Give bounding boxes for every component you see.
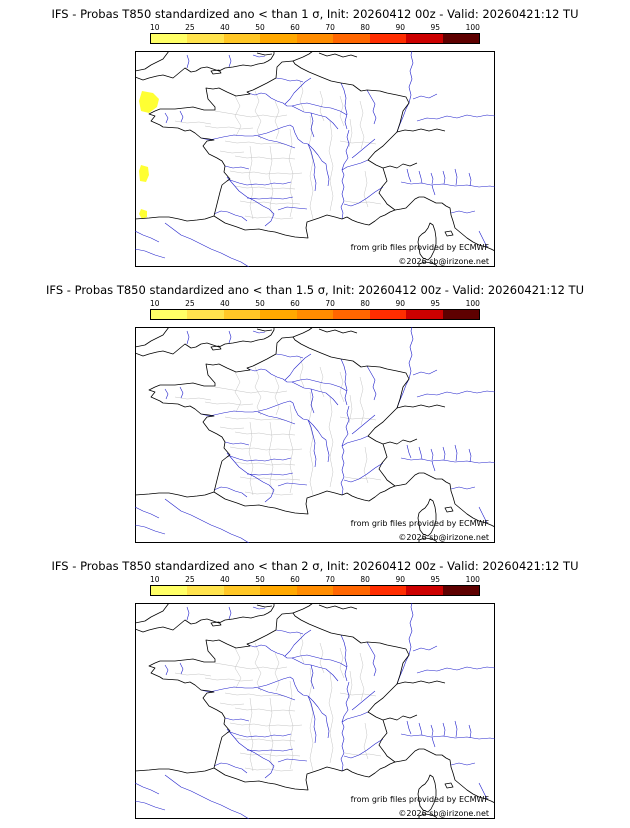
data-credit: from grib files provided by ECMWF bbox=[350, 243, 489, 252]
colorbar-cell bbox=[296, 310, 334, 319]
probability-patches bbox=[139, 91, 159, 219]
colorbar-tick-label: 95 bbox=[430, 299, 441, 308]
colorbar-tick-label: 100 bbox=[465, 575, 480, 584]
colorbar-cell bbox=[187, 310, 224, 319]
colorbar-tick-label: 90 bbox=[395, 575, 405, 584]
colorbar-cell bbox=[260, 586, 297, 595]
colorbar-ticks: 10 25 40 50 60 70 80 90 95 100 bbox=[150, 576, 480, 585]
map-svg bbox=[135, 327, 495, 543]
colorbar-tick-label: 60 bbox=[290, 575, 300, 584]
colorbar-cell bbox=[223, 34, 261, 43]
colorbar-tick-label: 70 bbox=[325, 23, 335, 32]
colorbar-tick-label: 100 bbox=[465, 23, 480, 32]
copyright: ©2026 sb@irizone.net bbox=[398, 533, 489, 542]
forecast-panel-3: IFS - Probas T850 standardized ano < tha… bbox=[0, 552, 630, 828]
colorbar-tick-label: 25 bbox=[185, 299, 195, 308]
colorbar-tick-label: 40 bbox=[220, 575, 230, 584]
colorbar-cell bbox=[406, 34, 443, 43]
colorbar-cell bbox=[223, 310, 261, 319]
colorbar-cell bbox=[151, 310, 188, 319]
copyright: ©2026 sb@irizone.net bbox=[398, 809, 489, 818]
colorbar-cell bbox=[369, 310, 407, 319]
colorbar-tick-label: 50 bbox=[255, 299, 265, 308]
colorbar-tick-label: 70 bbox=[325, 575, 335, 584]
colorbar-cells bbox=[150, 585, 480, 596]
colorbar-tick-label: 10 bbox=[150, 23, 160, 32]
colorbar-cell bbox=[369, 34, 407, 43]
colorbar-ticks: 10 25 40 50 60 70 80 90 95 100 bbox=[150, 300, 480, 309]
forecast-panel-1: IFS - Probas T850 standardized ano < tha… bbox=[0, 0, 630, 276]
colorbar-tick-label: 80 bbox=[360, 23, 370, 32]
copyright: ©2026 sb@irizone.net bbox=[398, 257, 489, 266]
colorbar-tick-label: 80 bbox=[360, 299, 370, 308]
colorbar-cell bbox=[187, 586, 224, 595]
colorbar-tick-label: 95 bbox=[430, 575, 441, 584]
colorbar-tick-label: 25 bbox=[185, 575, 195, 584]
colorbar-cell bbox=[223, 586, 261, 595]
map-svg bbox=[135, 51, 495, 267]
colorbar-cell bbox=[333, 586, 370, 595]
colorbar-cell bbox=[260, 34, 297, 43]
colorbar-cell bbox=[406, 586, 443, 595]
colorbar-cell bbox=[442, 310, 479, 319]
map-france: from grib files provided by ECMWF ©2026 … bbox=[135, 603, 495, 819]
panel-title: IFS - Probas T850 standardized ano < tha… bbox=[51, 559, 579, 573]
map-svg bbox=[135, 603, 495, 819]
colorbar-tick-label: 60 bbox=[290, 299, 300, 308]
colorbar-tick-label: 100 bbox=[465, 299, 480, 308]
forecast-panel-2: IFS - Probas T850 standardized ano < tha… bbox=[0, 276, 630, 552]
colorbar-cell bbox=[151, 586, 188, 595]
colorbar-cell bbox=[296, 586, 334, 595]
colorbar-tick-label: 10 bbox=[150, 575, 160, 584]
colorbar-tick-label: 60 bbox=[290, 23, 300, 32]
colorbar-cell bbox=[296, 34, 334, 43]
panel-title: IFS - Probas T850 standardized ano < tha… bbox=[46, 283, 584, 297]
colorbar-cell bbox=[187, 34, 224, 43]
probability-patch bbox=[139, 209, 147, 219]
colorbar-cell bbox=[442, 586, 479, 595]
colorbar-tick-label: 90 bbox=[395, 299, 405, 308]
colorbar-cell bbox=[333, 34, 370, 43]
colorbar-tick-label: 50 bbox=[255, 575, 265, 584]
colorbar-cell bbox=[333, 310, 370, 319]
colorbar-tick-label: 80 bbox=[360, 575, 370, 584]
data-credit: from grib files provided by ECMWF bbox=[350, 519, 489, 528]
colorbar-cell bbox=[406, 310, 443, 319]
colorbar: 10 25 40 50 60 70 80 90 95 100 bbox=[150, 300, 480, 320]
colorbar-tick-label: 40 bbox=[220, 23, 230, 32]
map-france: from grib files provided by ECMWF ©2026 … bbox=[135, 51, 495, 267]
colorbar: 10 25 40 50 60 70 80 90 95 100 bbox=[150, 24, 480, 44]
panel-title: IFS - Probas T850 standardized ano < tha… bbox=[51, 7, 579, 21]
colorbar-cell bbox=[260, 310, 297, 319]
colorbar-cell bbox=[442, 34, 479, 43]
probability-patch bbox=[139, 165, 149, 182]
colorbar-tick-label: 25 bbox=[185, 23, 195, 32]
colorbar-cells bbox=[150, 33, 480, 44]
probability-patch bbox=[139, 91, 159, 113]
colorbar-tick-label: 90 bbox=[395, 23, 405, 32]
colorbar-tick-label: 95 bbox=[430, 23, 441, 32]
colorbar-cell bbox=[369, 586, 407, 595]
map-france: from grib files provided by ECMWF ©2026 … bbox=[135, 327, 495, 543]
colorbar-tick-label: 50 bbox=[255, 23, 265, 32]
colorbar: 10 25 40 50 60 70 80 90 95 100 bbox=[150, 576, 480, 596]
colorbar-tick-label: 70 bbox=[325, 299, 335, 308]
colorbar-tick-label: 40 bbox=[220, 299, 230, 308]
colorbar-tick-label: 10 bbox=[150, 299, 160, 308]
colorbar-ticks: 10 25 40 50 60 70 80 90 95 100 bbox=[150, 24, 480, 33]
colorbar-cell bbox=[151, 34, 188, 43]
data-credit: from grib files provided by ECMWF bbox=[350, 795, 489, 804]
colorbar-cells bbox=[150, 309, 480, 320]
